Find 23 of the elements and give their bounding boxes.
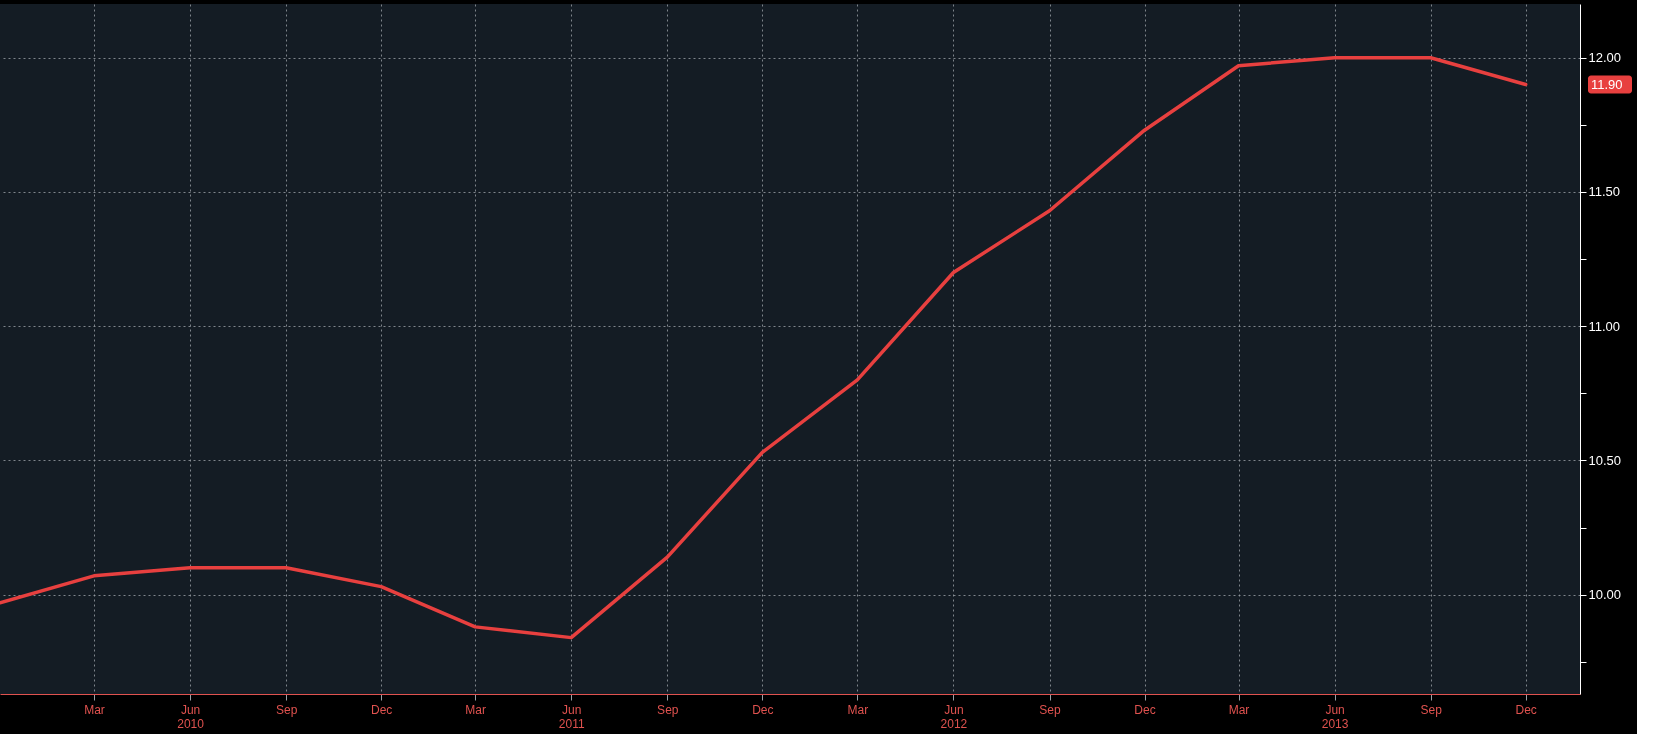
line-series	[0, 55, 1528, 640]
y-tick-label: 10.50	[1588, 452, 1622, 468]
y-tick-label: 11.50	[1588, 184, 1621, 200]
x-tick-label: Mar	[847, 702, 869, 717]
x-tick-label: Dec	[1134, 702, 1156, 717]
y-tick-label: 10.00	[1588, 587, 1622, 603]
x-tick-label: Sep	[1039, 702, 1061, 717]
x-tick-label: Jun 2013	[1321, 702, 1349, 731]
x-tick-label: Sep	[1420, 702, 1443, 717]
x-tick-label: Mar	[1228, 702, 1250, 717]
x-tick-label: Sep	[275, 702, 298, 717]
x-tick-label: Jun 2010	[177, 702, 205, 731]
x-tick-label: Sep	[657, 702, 679, 717]
x-tick-label: Jun 2011	[558, 702, 585, 731]
y-tick-label: 11.00	[1588, 318, 1621, 334]
y-tick-label: 12.00	[1588, 50, 1622, 66]
x-tick-label: Mar	[84, 702, 105, 717]
x-tick-label: Dec	[370, 702, 393, 717]
x-tick-label: Jun 2012	[940, 702, 968, 731]
x-tick-label: Dec	[1515, 702, 1537, 717]
text: 11.90	[1591, 76, 1623, 92]
x-tick-label: Dec	[752, 702, 774, 717]
x-tick-label: Mar	[465, 702, 486, 717]
